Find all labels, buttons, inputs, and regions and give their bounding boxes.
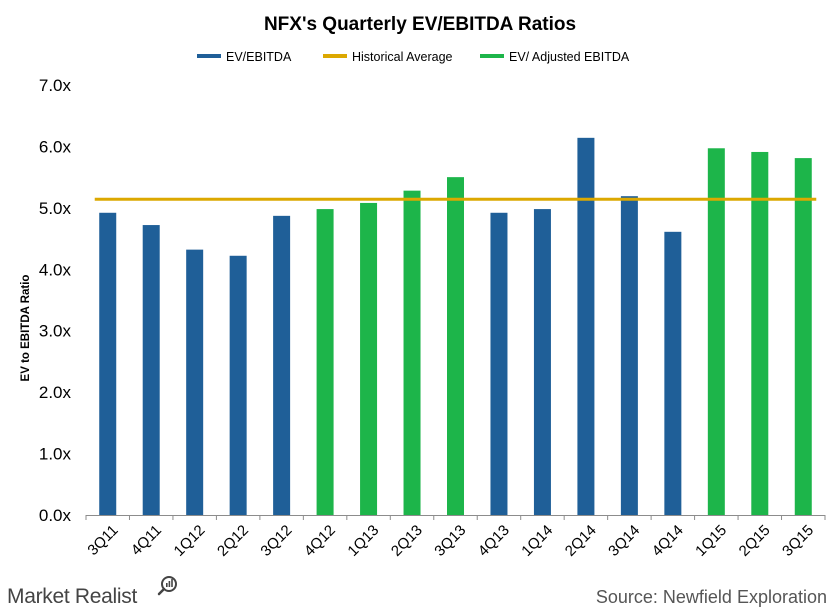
brand-name: Market Realist [7,585,137,608]
x-tick-label: 3Q14 [605,522,643,560]
bar-1Q12 [186,249,204,515]
bar-3Q11 [99,212,117,515]
bar-4Q12 [316,209,334,516]
legend-swatch-1 [197,54,221,58]
bars [99,137,812,516]
x-tick-label: 2Q15 [736,522,774,560]
bar-3Q13 [447,177,464,515]
y-tick-label: 5.0x [39,199,72,218]
x-tick-label: 4Q14 [649,522,687,560]
bar-1Q15 [707,148,725,515]
bar-2Q13 [403,190,421,515]
x-tick-label: 3Q15 [779,522,817,560]
y-axis-ticks: 0.0x 1.0x 2.0x 3.0x 4.0x 5.0x 6.0x 7.0x [39,76,72,525]
x-tick-label: 4Q11 [128,522,165,559]
x-tick-label: 2Q14 [562,522,600,560]
x-tick-label: 1Q14 [518,522,556,560]
x-tick-label: 1Q12 [171,522,209,560]
x-axis-ticks: 3Q11 4Q11 1Q12 2Q12 3Q12 4Q12 1Q13 2Q13 3Q13 4Q13… [84,522,817,560]
bar-1Q13 [360,202,378,515]
bar-1Q14 [533,209,551,516]
x-tick-label: 4Q13 [475,522,513,560]
legend: EV/EBITDA Historical Average EV/ Adjusted … [197,50,630,64]
bar-2Q15 [751,151,769,515]
chart-title: NFX's Quarterly EV/EBITDA Ratios [264,14,576,35]
bar-2Q14 [577,137,595,516]
y-tick-label: 2.0x [39,383,72,402]
y-tick-label: 4.0x [39,260,72,279]
bar-4Q11 [142,225,160,516]
y-tick-label: 1.0x [39,445,72,464]
bar-4Q14 [664,231,682,516]
bar-3Q14 [620,196,638,515]
x-tick-label: 3Q11 [84,522,121,559]
y-tick-label: 6.0x [39,137,72,156]
source-note: Source: Newfield Exploration [596,587,827,607]
x-tick-label: 3Q13 [431,522,469,560]
bar-2Q12 [229,255,247,515]
x-tick-label: 2Q13 [388,522,426,560]
x-tick-label: 1Q13 [344,522,382,560]
legend-swatch-3 [480,54,504,58]
x-tick-label: 1Q15 [692,522,730,560]
magnifier-icon [157,576,177,596]
legend-swatch-2 [323,54,347,58]
legend-label-1: EV/EBITDA [226,50,292,64]
market-realist-logo: Market Realist [7,576,177,608]
x-axis [85,515,826,520]
x-tick-label: 2Q12 [214,522,252,560]
legend-label-2: Historical Average [352,50,453,64]
y-tick-label: 3.0x [39,322,72,341]
legend-label-3: EV/ Adjusted EBITDA [509,50,630,64]
y-axis-label: EV to EBITDA Ratio [20,275,32,382]
y-tick-label: 7.0x [39,76,72,95]
bar-3Q12 [273,215,291,516]
x-tick-label: 4Q12 [301,522,339,560]
bar-3Q15 [794,158,812,515]
y-tick-label: 0.0x [39,506,72,525]
x-tick-label: 3Q12 [257,522,295,560]
bar-4Q13 [490,212,508,515]
